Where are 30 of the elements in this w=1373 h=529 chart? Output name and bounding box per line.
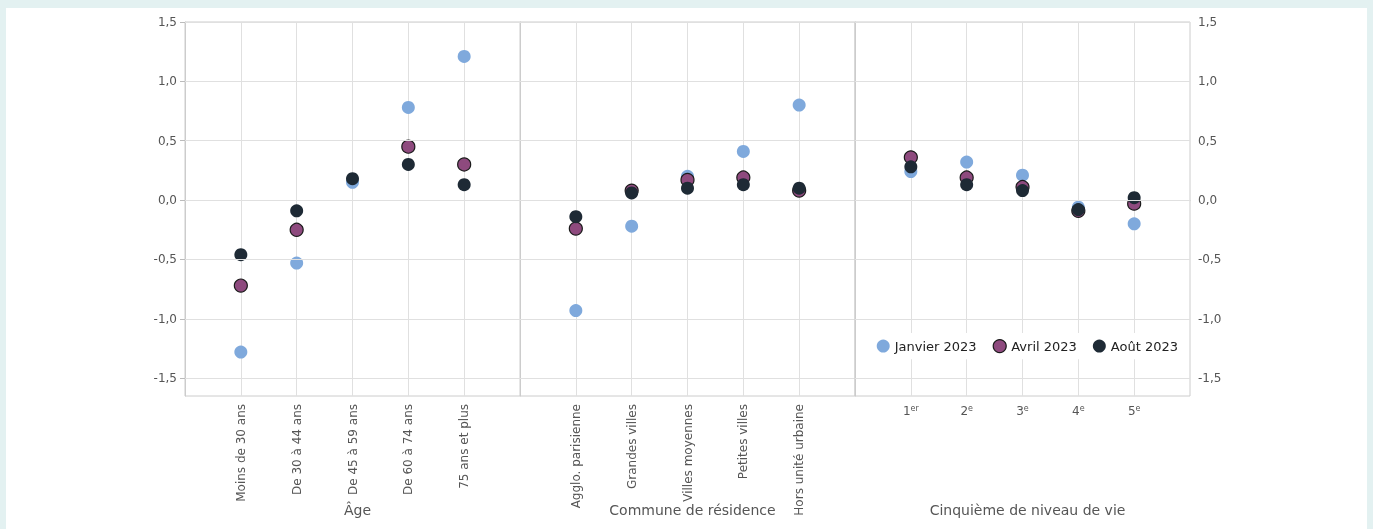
- y-tick-label: 0,5: [157, 133, 177, 148]
- y2-tick-label: 0,5: [1198, 133, 1218, 148]
- x-tick-label: De 60 à 74 ans: [401, 404, 416, 495]
- x-tick-label: Petites villes: [736, 404, 751, 480]
- x-tick-label: Hors unité urbaine: [792, 404, 807, 516]
- x-tick-label: Grandes villes: [624, 404, 639, 489]
- y2-tick-label: -1,0: [1198, 311, 1222, 326]
- y2-tick-label: 1,5: [1198, 15, 1218, 29]
- x-axis-title: Cinquième de niveau de vie: [929, 502, 1126, 518]
- x-tick-label: Moins de 30 ans: [233, 404, 248, 502]
- x-tick-label: Villes moyennes: [680, 404, 695, 502]
- legend-label: Janvier 2023: [893, 338, 977, 354]
- y-tick-label: -0,5: [153, 252, 177, 267]
- x-axis-title: Âge: [343, 501, 372, 518]
- y-tick-label: -1,5: [153, 371, 177, 386]
- y-tick-label: 1,0: [157, 74, 177, 89]
- legend-label: Avril 2023: [1011, 338, 1077, 354]
- x-tick-label: 75 ans et plus: [457, 404, 472, 489]
- x-tick-label: De 30 à 44 ans: [289, 404, 304, 495]
- y2-tick-label: -0,5: [1198, 252, 1222, 267]
- y-tick-label: 1,5: [157, 15, 177, 29]
- y2-tick-label: -1,5: [1198, 371, 1222, 386]
- x-tick-label: Agglo. parisienne: [568, 404, 583, 509]
- y2-tick-label: 1,0: [1198, 74, 1218, 89]
- y2-tick-label: 0,0: [1198, 193, 1218, 208]
- y-tick-label: -1,0: [153, 311, 177, 326]
- x-tick-label: De 45 à 59 ans: [345, 404, 360, 495]
- legend-label: Août 2023: [1110, 338, 1178, 354]
- x-axis-title: Commune de résidence: [609, 502, 776, 518]
- y-tick-label: 0,0: [157, 193, 177, 208]
